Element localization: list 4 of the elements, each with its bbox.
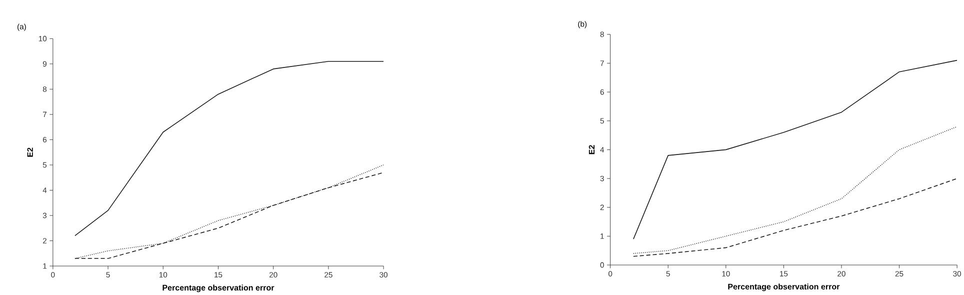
x-axis-title: Percentage observation error xyxy=(728,284,840,292)
x-axis-title: Percentage observation error xyxy=(162,284,274,292)
y-axis-title: E2 xyxy=(27,148,33,157)
y-axis-title: E2 xyxy=(588,145,594,154)
